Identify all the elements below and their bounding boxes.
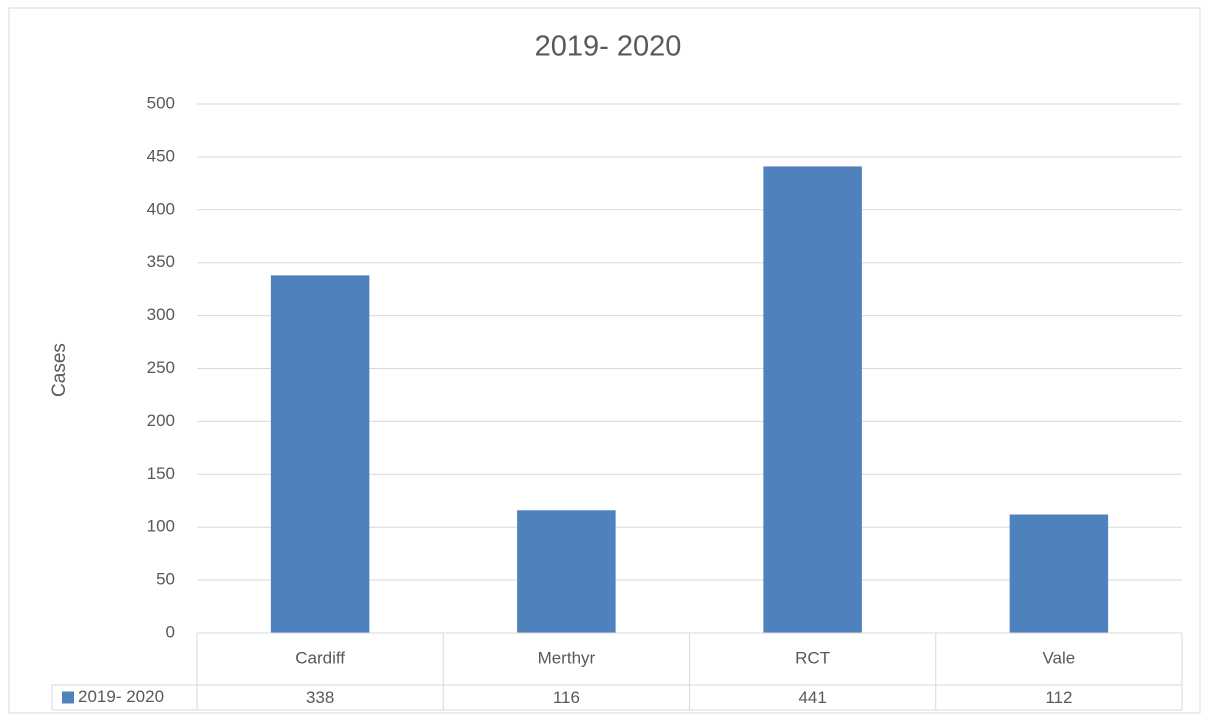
x-tick-label: Cardiff [295, 648, 345, 667]
y-tick-label: 350 [147, 252, 175, 271]
legend-label: 2019- 2020 [78, 687, 164, 706]
y-tick-label: 500 [147, 93, 175, 112]
bar [517, 510, 616, 633]
y-tick-label: 100 [147, 517, 175, 536]
y-tick-label: 400 [147, 199, 175, 218]
x-tick-label: RCT [795, 648, 830, 667]
chart-border [8, 7, 1201, 714]
table-value: 116 [553, 688, 580, 707]
y-axis-label: Cases [49, 343, 70, 397]
y-tick-label: 150 [147, 464, 175, 483]
table-value: 338 [306, 688, 334, 707]
x-tick-label: Vale [1042, 648, 1075, 667]
y-tick-label: 0 [166, 622, 175, 641]
table-value: 112 [1045, 688, 1072, 707]
bar [1009, 514, 1109, 633]
table-value: 441 [798, 688, 826, 707]
y-tick-label: 450 [147, 146, 175, 165]
legend-key [62, 691, 74, 704]
y-tick-label: 50 [156, 570, 175, 589]
y-tick-label: 250 [147, 358, 175, 377]
y-tick-label: 200 [147, 411, 175, 430]
x-tick-label: Merthyr [538, 648, 596, 667]
chart-title: 2019- 2020 [535, 31, 682, 63]
bar [763, 166, 862, 633]
bar [270, 275, 370, 633]
y-tick-label: 300 [147, 305, 175, 324]
